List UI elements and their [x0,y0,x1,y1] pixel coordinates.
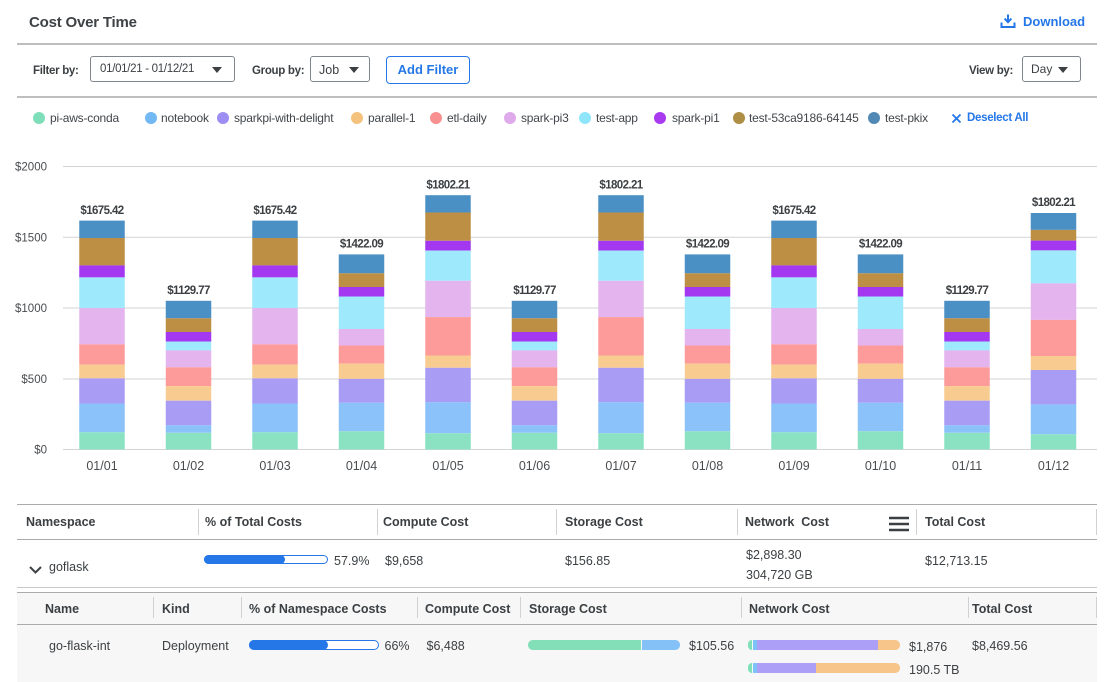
svg-text:01/10: 01/10 [865,459,896,473]
svg-text:01/07: 01/07 [605,459,636,473]
svg-text:01/04: 01/04 [346,459,377,473]
svg-text:01/09: 01/09 [778,459,809,473]
svg-text:$0: $0 [34,445,47,457]
svg-text:$1129.77: $1129.77 [946,285,989,297]
svg-text:$1675.42: $1675.42 [253,205,296,217]
svg-text:01/05: 01/05 [432,459,463,473]
svg-text:$1500: $1500 [15,233,47,245]
svg-text:$1129.77: $1129.77 [167,285,210,297]
svg-text:$1129.77: $1129.77 [513,285,556,297]
svg-text:$500: $500 [21,374,47,386]
svg-text:01/12: 01/12 [1038,459,1069,473]
svg-text:$1422.09: $1422.09 [686,239,729,251]
svg-text:01/03: 01/03 [259,459,290,473]
svg-text:$1422.09: $1422.09 [859,239,902,251]
svg-text:$2000: $2000 [15,162,47,174]
svg-text:01/01: 01/01 [86,459,117,473]
svg-text:01/02: 01/02 [173,459,204,473]
svg-text:01/11: 01/11 [952,459,982,473]
svg-text:01/08: 01/08 [692,459,723,473]
svg-text:$1802.21: $1802.21 [1032,197,1076,209]
svg-text:01/06: 01/06 [519,459,550,473]
svg-text:$1675.42: $1675.42 [80,205,123,217]
svg-text:$1000: $1000 [15,303,47,315]
svg-text:$1675.42: $1675.42 [772,205,815,217]
svg-text:$1802.21: $1802.21 [426,179,470,191]
svg-text:$1422.09: $1422.09 [340,239,383,251]
svg-text:$1802.21: $1802.21 [599,179,643,191]
